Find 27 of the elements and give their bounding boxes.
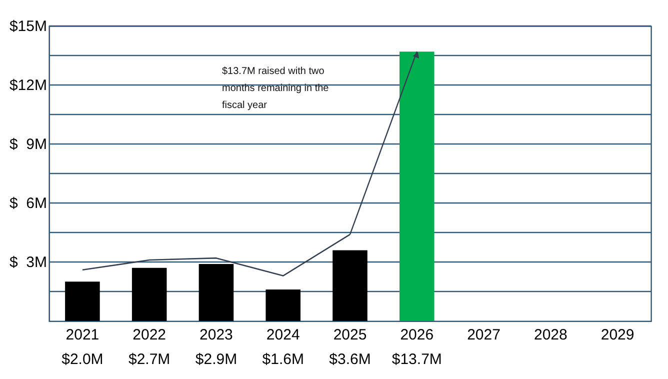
x-tick-label: 2021: [66, 326, 100, 344]
x-tick-label: 2028: [534, 326, 568, 344]
bar: [132, 268, 167, 321]
x-tick-label: 2023: [200, 326, 233, 344]
data-label: $3.6M: [329, 351, 371, 368]
data-label: $1.6M: [262, 351, 304, 368]
x-tick-label: 2024: [266, 326, 300, 344]
x-tick-label: 2022: [132, 326, 166, 344]
data-label: $13.7M: [392, 351, 442, 368]
data-label: $2.0M: [62, 351, 104, 368]
bar: [266, 290, 300, 321]
data-label: $2.9M: [195, 351, 238, 368]
y-tick-label: $ 9M: [9, 136, 47, 153]
x-tick-label: 2029: [600, 326, 634, 344]
annotation: $13.7M raised with two months remaining in the fiscal year: [222, 66, 330, 111]
bar: [65, 282, 100, 321]
y-tick-label: $ 3M: [9, 254, 47, 271]
bar: [198, 264, 234, 321]
data-label: $2.7M: [128, 351, 170, 368]
bar: [332, 250, 368, 321]
x-tick-label: 2027: [467, 326, 500, 344]
x-tick-label: 2026: [400, 326, 434, 344]
bar: [400, 52, 434, 321]
x-tick-label: 2025: [333, 326, 367, 344]
y-tick-label: $15M: [9, 18, 47, 35]
y-tick-label: $12M: [9, 77, 47, 94]
y-tick-label: $ 6M: [9, 195, 47, 212]
